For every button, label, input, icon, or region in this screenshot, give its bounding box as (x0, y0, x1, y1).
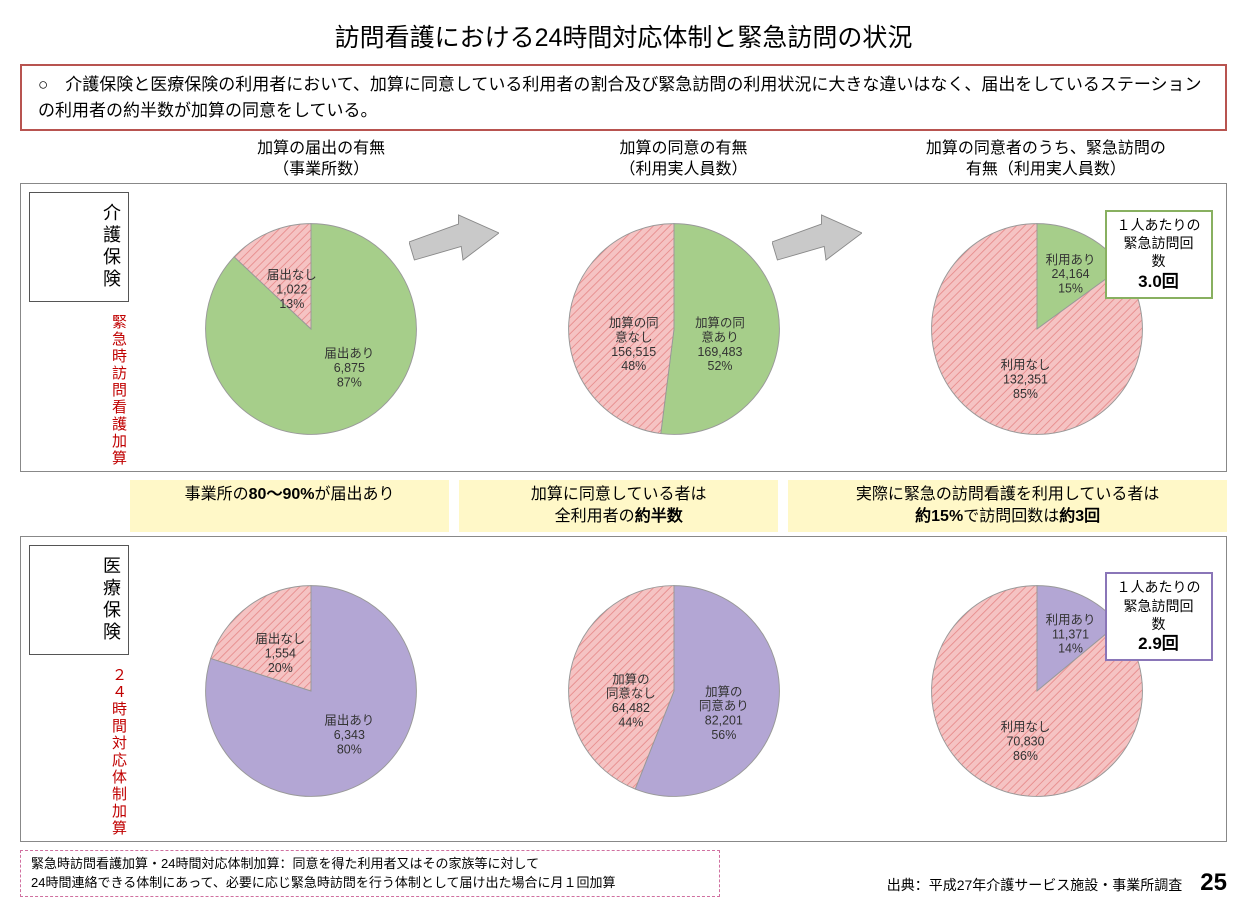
row-label-iryo: 医療保険 (29, 545, 129, 655)
highlight-2: 加算に同意している者は全利用者の約半数 (459, 480, 778, 533)
page-number: 25 (1200, 869, 1227, 897)
row-sublabel-iryo: ２４時間対応体制加算 (29, 667, 129, 837)
highlight-3: 実際に緊急の訪問看護を利用している者は約15%で訪問回数は約3回 (788, 480, 1227, 533)
callout-r1: １人あたりの 緊急訪問回 数 3.0回 (1105, 210, 1213, 299)
footer: 緊急時訪問看護加算・24時間対応体制加算：同意を得た利用者又はその家族等に対して… (20, 850, 1227, 896)
pie-r1c1: 届出あり6,87587%届出なし1,02213% (196, 214, 426, 444)
row-kaigo-panel: 介護保険 緊急時訪問看護加算 届出あり6,87587%届出なし1,02213% … (20, 183, 1227, 472)
highlight-row: 事業所の80～90%が届出あり 加算に同意している者は全利用者の約半数 実際に緊… (130, 480, 1227, 533)
summary-box: ○ 介護保険と医療保険の利用者において、加算に同意している利用者の割合及び緊急訪… (20, 64, 1227, 131)
pie-r1c2: 加算の同意あり169,48352%加算の同意なし156,51548% (559, 214, 789, 444)
source-text: 出典：平成27年介護サービス施設・事業所調査 (887, 875, 1183, 895)
row-sublabel-kaigo: 緊急時訪問看護加算 (29, 314, 129, 467)
row-iryo-panel: 医療保険 ２４時間対応体制加算 届出あり6,34380%届出なし1,55420%… (20, 536, 1227, 842)
page-title: 訪問看護における24時間対応体制と緊急訪問の状況 (20, 18, 1227, 54)
col-header-3: 加算の同意者のうち、緊急訪問の有無（利用実人員数） (865, 139, 1227, 181)
highlight-1: 事業所の80～90%が届出あり (130, 480, 449, 533)
col-header-1: 加算の届出の有無（事業所数） (140, 139, 502, 181)
pie-r2c1: 届出あり6,34380%届出なし1,55420% (196, 576, 426, 806)
col-header-2: 加算の同意の有無（利用実人員数） (502, 139, 864, 181)
callout-r2: １人あたりの 緊急訪問回 数 2.9回 (1105, 572, 1213, 661)
pie-r2c2: 加算の同意あり82,20156%加算の同意なし64,48244% (559, 576, 789, 806)
column-headers: 加算の届出の有無（事業所数） 加算の同意の有無（利用実人員数） 加算の同意者のう… (140, 139, 1227, 181)
footnote: 緊急時訪問看護加算・24時間対応体制加算：同意を得た利用者又はその家族等に対して… (20, 850, 720, 896)
row-label-kaigo: 介護保険 (29, 192, 129, 302)
